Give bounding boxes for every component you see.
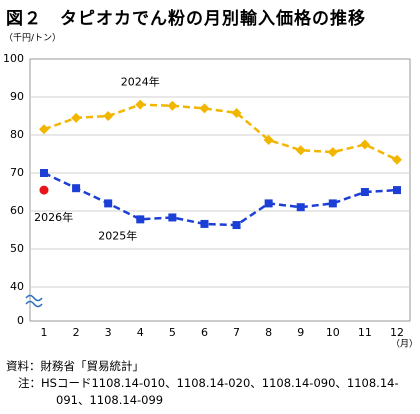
x-tick-label: 10 [326,326,340,339]
chart-title: 図２ タピオカでん粉の月別輸入価格の推移 [6,9,366,29]
x-tick-label: 2 [73,326,80,339]
series-label: 2024年 [121,75,160,89]
marker [168,213,177,222]
x-tick-label: 12 [390,326,404,339]
x-unit: （月） [391,339,418,350]
marker [231,107,242,118]
series-label: 2026年 [34,210,73,224]
y-tick-label: 40 [10,280,24,293]
marker [392,154,402,165]
marker [200,219,209,228]
marker [167,100,178,111]
series-label: 2025年 [98,228,137,242]
x-tick-label: 3 [105,326,112,339]
marker [296,203,305,212]
marker [327,147,338,158]
note: 注：HSコード1108.14-010、1108.14-020、1108.14-0… [18,376,399,407]
x-tick-label: 8 [265,326,272,339]
marker [135,99,146,110]
marker [104,199,113,208]
source: 資料：財務省「貿易統計」 [6,359,144,373]
marker [232,221,241,230]
y-tick-label: 0 [17,314,24,327]
marker [360,188,369,196]
marker [359,139,370,150]
x-tick-label: 11 [358,326,372,339]
x-tick-label: 5 [169,326,176,339]
marker [264,199,273,208]
marker [103,111,114,121]
y-tick-label: 80 [10,128,24,141]
plot-frame [29,58,411,322]
x-tick-label: 6 [201,326,208,339]
x-tick-label: 4 [137,326,144,339]
marker [71,112,82,123]
marker [199,103,210,114]
marker [72,184,81,193]
marker [40,169,48,177]
marker [39,124,49,135]
marker [393,186,401,195]
marker [136,215,145,224]
y-tick-label: 100 [3,52,24,65]
series-line [43,171,398,227]
axis-break [25,294,43,308]
y-unit: （千円/トン） [4,33,61,44]
x-tick-label: 7 [233,326,240,339]
marker [328,199,337,208]
series-line [43,103,398,161]
marker [39,185,49,195]
y-tick-label: 70 [10,166,24,179]
marker [295,145,306,156]
y-tick-label: 50 [10,242,24,255]
marker [263,134,274,145]
notes: 資料：財務省「貿易統計」 注：HSコード1108.14-010、1108.14-… [6,358,416,409]
y-tick-label: 60 [10,204,24,217]
y-tick-label: 90 [10,90,24,103]
x-tick-label: 1 [41,326,48,339]
x-tick-label: 9 [297,326,304,339]
